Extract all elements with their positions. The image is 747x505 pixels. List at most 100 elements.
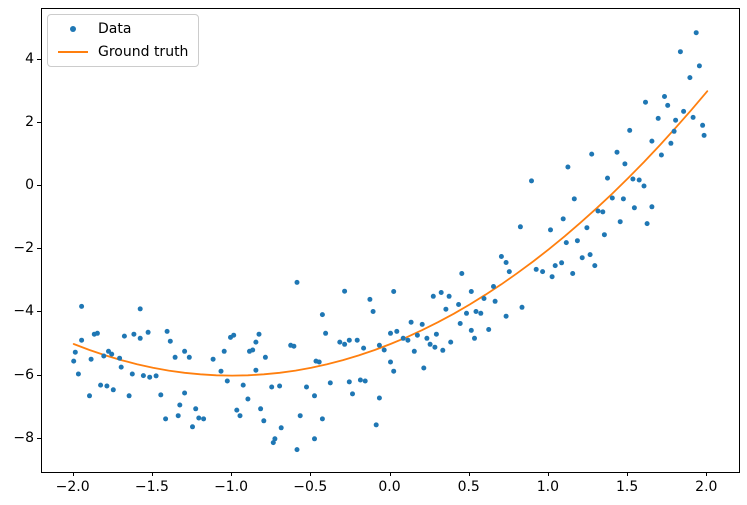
data-point (560, 216, 566, 222)
data-point (278, 425, 284, 431)
y-tick-label: −2 (13, 240, 34, 257)
data-point (224, 378, 230, 384)
data-point (529, 178, 534, 184)
data-point (391, 368, 397, 374)
x-tick-mark (627, 472, 629, 476)
data-point (210, 356, 216, 362)
data-point (147, 374, 153, 380)
data-point (571, 196, 577, 202)
y-tick-label: −4 (13, 303, 34, 320)
data-point (668, 140, 674, 146)
y-tick-label: 4 (25, 50, 34, 67)
data-point (440, 347, 446, 353)
x-tick-mark (547, 472, 549, 476)
data-point (270, 440, 276, 446)
data-point (643, 99, 648, 105)
data-point (700, 122, 706, 128)
data-point (294, 279, 300, 285)
y-tick-mark (37, 374, 41, 376)
data-point (117, 355, 123, 361)
data-point (673, 117, 679, 123)
data-point (662, 94, 667, 99)
data-point (261, 418, 267, 424)
y-tick-label: −8 (13, 429, 34, 446)
data-point (549, 274, 555, 280)
data-point (464, 310, 469, 316)
data-point (519, 304, 525, 310)
data-point (584, 225, 590, 231)
data-point (609, 195, 615, 201)
data-point (419, 321, 425, 327)
data-point (491, 284, 496, 289)
data-point (182, 348, 188, 354)
data-point (430, 293, 436, 299)
data-point (677, 49, 683, 55)
data-point (636, 177, 642, 183)
legend: Data Ground truth (47, 14, 200, 67)
data-point (237, 413, 243, 419)
y-tick-label: −6 (13, 366, 34, 383)
data-point (131, 331, 137, 337)
data-point (319, 416, 325, 422)
data-point (250, 347, 256, 353)
data-point (517, 224, 523, 230)
data-point (88, 356, 94, 362)
data-point (98, 382, 104, 388)
data-point (574, 238, 580, 244)
x-tick-label: 1.5 (615, 479, 639, 495)
data-marker-icon (56, 26, 90, 32)
data-point (641, 183, 647, 189)
y-tick-mark (37, 121, 41, 123)
y-tick-label: 0 (25, 176, 34, 193)
data-point (362, 378, 368, 384)
data-point (79, 303, 85, 309)
data-point (565, 164, 571, 170)
data-point (357, 377, 363, 383)
data-point (163, 416, 169, 422)
data-point (350, 391, 355, 397)
y-tick-mark (37, 184, 41, 186)
data-point (109, 351, 115, 357)
legend-label-ground-truth: Ground truth (98, 44, 189, 60)
data-point (253, 339, 259, 345)
data-point (448, 339, 454, 345)
data-point (388, 359, 393, 365)
data-point (376, 342, 382, 348)
data-point (592, 263, 598, 269)
data-point (297, 413, 303, 419)
data-point (671, 128, 677, 134)
data-point (408, 319, 414, 325)
data-point (644, 221, 650, 227)
data-point (240, 382, 246, 388)
data-point (388, 330, 393, 336)
scatter-series (71, 30, 707, 453)
data-point (468, 327, 474, 333)
x-tick-label: 2.0 (695, 479, 718, 495)
data-point (110, 387, 116, 393)
data-point (622, 161, 628, 167)
data-point (690, 114, 696, 120)
x-tick-label: −1.5 (134, 479, 169, 495)
data-point (253, 367, 259, 373)
y-tick-mark (37, 311, 41, 313)
data-point (101, 353, 107, 359)
data-point (681, 108, 687, 114)
data-point (400, 335, 406, 341)
data-point (559, 260, 565, 266)
data-point (655, 115, 661, 121)
x-tick-mark (389, 472, 391, 476)
ground-truth-curve (72, 90, 709, 377)
data-point (158, 392, 164, 398)
data-point (498, 254, 504, 259)
x-tick-mark (72, 472, 74, 476)
data-point (424, 335, 430, 341)
x-tick-label: −0.5 (293, 479, 328, 495)
data-point (405, 337, 411, 343)
data-point (164, 328, 170, 334)
x-tick-label: 0.5 (457, 479, 480, 495)
data-point (601, 232, 607, 238)
data-point (540, 269, 546, 275)
data-point (193, 406, 199, 412)
data-point (473, 309, 479, 314)
